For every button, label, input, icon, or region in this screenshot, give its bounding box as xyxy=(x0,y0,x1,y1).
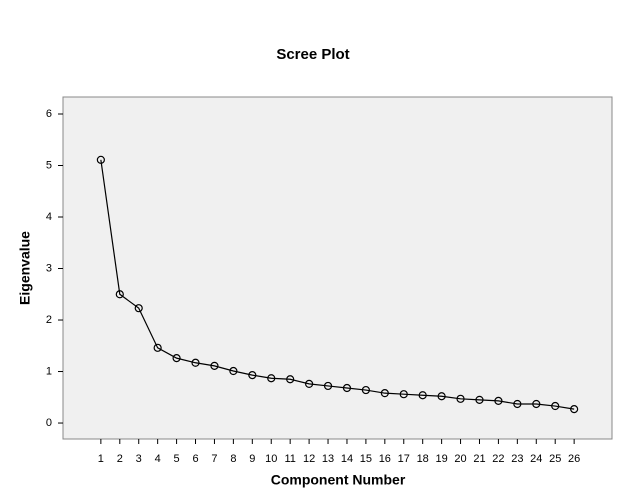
point xyxy=(286,375,295,384)
x-tick-label: 19 xyxy=(435,453,447,465)
x-tick-label: 11 xyxy=(284,453,295,465)
y-tick-label: 6 xyxy=(46,108,52,120)
x-tick-label: 5 xyxy=(174,453,180,465)
plot-area xyxy=(62,96,613,440)
y-axis-title: Eigenvalue xyxy=(17,231,33,305)
x-tick-label: 26 xyxy=(568,453,580,465)
y-tick-label: 5 xyxy=(46,159,52,171)
y-tick-label: 1 xyxy=(46,365,52,377)
point xyxy=(513,399,522,409)
x-tick-label: 2 xyxy=(117,453,123,465)
x-tick-label: 6 xyxy=(192,453,198,465)
point xyxy=(210,361,219,370)
point xyxy=(475,395,484,404)
x-tick-label: 8 xyxy=(230,453,236,465)
x-tick-label: 1 xyxy=(98,453,104,465)
x-tick-label: 21 xyxy=(473,453,485,465)
point xyxy=(361,385,370,395)
x-tick-label: 7 xyxy=(211,453,217,465)
x-tick-label: 17 xyxy=(398,453,410,465)
x-tick-label: 23 xyxy=(511,453,523,465)
x-tick-label: 18 xyxy=(417,453,429,465)
point xyxy=(532,399,541,409)
point xyxy=(115,290,124,299)
point xyxy=(570,405,579,414)
x-tick-label: 3 xyxy=(136,453,142,465)
point xyxy=(153,343,162,352)
x-tick-label: 25 xyxy=(549,453,561,465)
y-tick-label: 3 xyxy=(46,262,52,274)
x-tick-label: 14 xyxy=(341,453,353,465)
x-tick-label: 24 xyxy=(530,453,542,465)
y-tick-label: 2 xyxy=(46,314,52,326)
point xyxy=(267,374,276,383)
y-tick-label: 0 xyxy=(46,417,52,429)
y-tick-label: 4 xyxy=(46,211,52,223)
point xyxy=(494,396,503,405)
x-tick-label: 12 xyxy=(303,453,315,465)
point xyxy=(191,358,200,367)
point xyxy=(342,383,352,393)
point xyxy=(172,354,181,363)
x-tick-label: 4 xyxy=(155,453,161,465)
point xyxy=(248,371,257,380)
point xyxy=(437,392,446,401)
point xyxy=(305,379,314,388)
x-tick-label: 13 xyxy=(322,453,334,465)
x-tick-label: 16 xyxy=(379,453,391,465)
x-tick-label: 15 xyxy=(360,453,372,465)
point xyxy=(229,366,238,376)
point xyxy=(134,304,143,313)
point xyxy=(551,401,560,411)
point xyxy=(380,389,389,398)
point xyxy=(323,381,333,391)
x-tick-label: 10 xyxy=(265,453,277,465)
point xyxy=(399,390,408,399)
x-tick-label: 9 xyxy=(249,453,255,465)
x-tick-label: 22 xyxy=(492,453,504,465)
x-tick-label: 20 xyxy=(454,453,466,465)
x-axis-title: Component Number xyxy=(271,472,406,488)
point xyxy=(418,391,427,400)
point xyxy=(456,394,465,403)
point xyxy=(96,155,105,164)
chart-title: Scree Plot xyxy=(276,46,349,63)
